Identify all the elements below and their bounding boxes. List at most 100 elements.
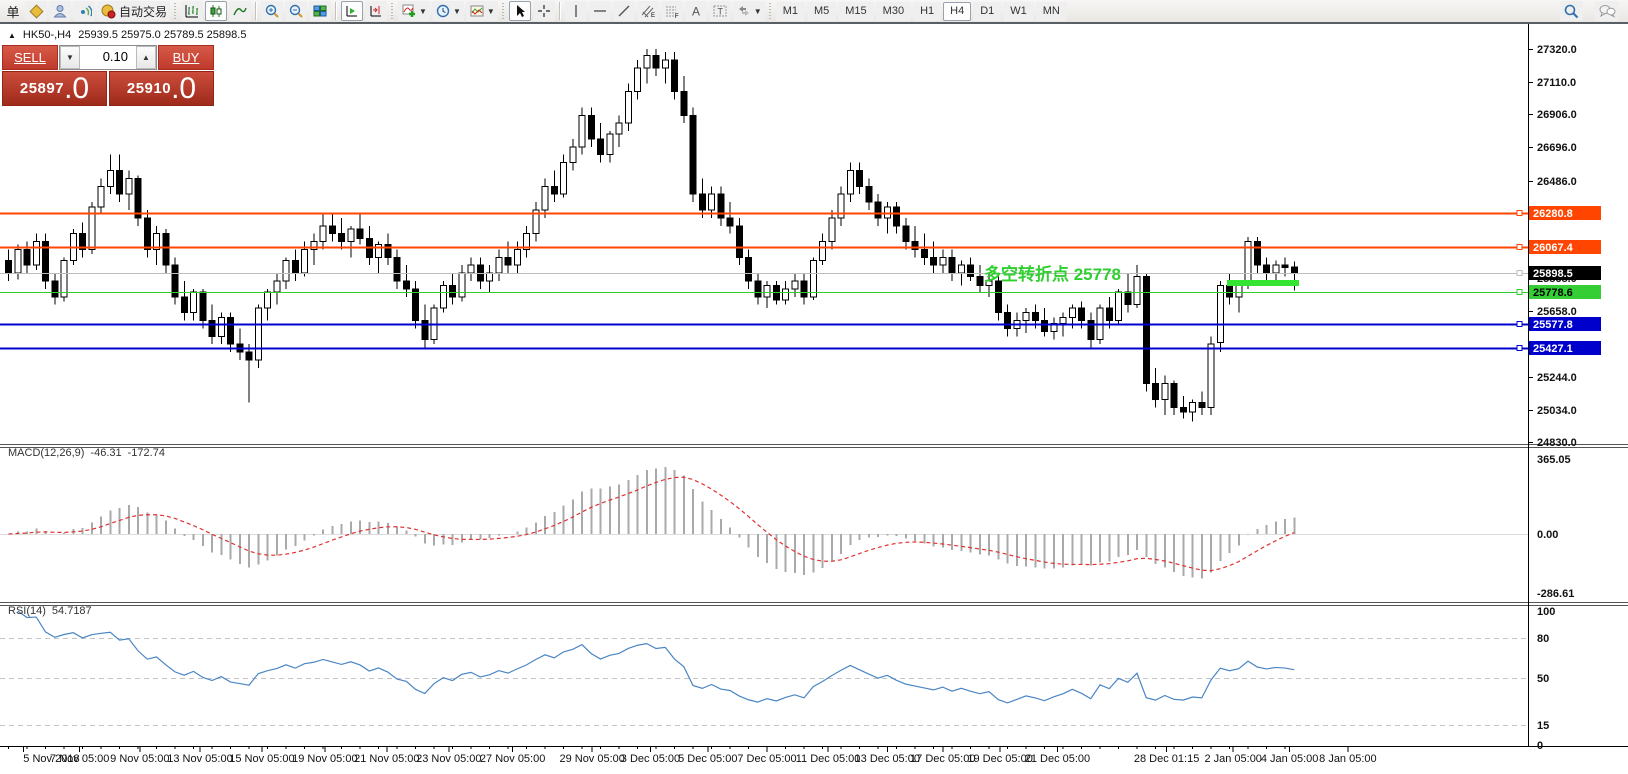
sell-price-display[interactable]: 25897 .0 (2, 71, 107, 106)
fibonacci-tool[interactable]: F (660, 1, 683, 21)
timeframe-m5[interactable]: M5 (806, 1, 837, 21)
hline-handle[interactable] (1516, 289, 1523, 295)
svg-text:0: 0 (1537, 740, 1543, 752)
text-label-tool[interactable]: T (708, 1, 731, 21)
tile-windows-button[interactable] (309, 1, 332, 21)
timeframe-m1[interactable]: M1 (775, 1, 805, 21)
volume-input[interactable]: 0.10 (102, 49, 128, 64)
svg-text:13 Nov 05:00: 13 Nov 05:00 (167, 753, 232, 765)
equidistant-channel-tool[interactable]: E (636, 1, 659, 21)
svg-text:5 Dec 05:00: 5 Dec 05:00 (678, 753, 737, 765)
market-watch-icon[interactable] (25, 1, 47, 21)
pivot-annotation-text: 多空转折点 25778 (984, 265, 1121, 284)
signals-icon[interactable] (73, 1, 95, 21)
zoom-out-button[interactable] (285, 1, 308, 21)
svg-text:15 Nov 05:00: 15 Nov 05:00 (229, 753, 294, 765)
trendline-tool[interactable] (612, 1, 635, 21)
arrows-tool[interactable]: ▼ (732, 1, 765, 21)
hline-handle[interactable] (1516, 345, 1523, 351)
toolbar-grip (390, 3, 396, 19)
horizontal-line-tool[interactable] (588, 1, 611, 21)
svg-text:17 Dec 05:00: 17 Dec 05:00 (910, 753, 975, 765)
person-chart-icon (53, 5, 67, 18)
svg-text:25778.6: 25778.6 (1533, 287, 1573, 299)
cursor-tool-button[interactable] (508, 1, 531, 21)
zoom-in-icon (265, 4, 279, 18)
data-window-icon[interactable] (49, 1, 71, 21)
new-order-button[interactable]: 单 (3, 1, 23, 21)
search-button[interactable] (1560, 1, 1583, 21)
line-chart-mode-button[interactable] (229, 1, 252, 21)
svg-text:2 Jan 05:00: 2 Jan 05:00 (1204, 753, 1262, 765)
svg-text:80: 80 (1537, 633, 1549, 645)
hline-handle[interactable] (1516, 270, 1523, 276)
template-button[interactable]: ▼ (465, 1, 498, 21)
add-indicator-icon (402, 4, 416, 17)
svg-text:28 Dec 01:15: 28 Dec 01:15 (1134, 753, 1199, 765)
chart-header: ▲ HK50-,H4 25939.5 25975.0 25789.5 25898… (8, 29, 246, 41)
trendline-icon (618, 5, 630, 17)
chart-ohlc-values: 25939.5 25975.0 25789.5 25898.5 (78, 29, 247, 41)
toolbar-separator (255, 2, 258, 20)
timeframe-w1[interactable]: W1 (1003, 1, 1034, 21)
chart-shift-button[interactable] (365, 1, 388, 21)
buy-price-main: 25910 (126, 80, 172, 97)
auto-scroll-icon (346, 6, 358, 17)
timeframe-d1[interactable]: D1 (973, 1, 1002, 21)
auto-trading-button[interactable]: 自动交易 (97, 1, 171, 21)
rsi-value: 54.7187 (51, 605, 92, 617)
bar-chart-mode-button[interactable] (181, 1, 204, 21)
timeframe-m15[interactable]: M15 (838, 1, 874, 21)
timeframe-h1[interactable]: H1 (913, 1, 942, 21)
svg-text:3 Dec 05:00: 3 Dec 05:00 (621, 753, 680, 765)
auto-scroll-button[interactable] (341, 1, 364, 21)
volume-down-button[interactable]: ▼ (60, 46, 80, 69)
search-icon (1564, 4, 1579, 18)
text-tool[interactable]: A (684, 1, 707, 21)
vertical-line-tool[interactable] (564, 1, 587, 21)
chart-shift-icon (370, 6, 382, 17)
volume-up-button[interactable]: ▲ (136, 46, 156, 69)
svg-text:25427.1: 25427.1 (1533, 343, 1573, 355)
timeframe-m30[interactable]: M30 (875, 1, 912, 21)
candlestick-mode-button[interactable] (205, 1, 228, 21)
macd-main-value: -46.31 (90, 447, 122, 459)
toolbar-grip (173, 3, 179, 19)
dropdown-caret-icon: ▼ (486, 6, 495, 16)
svg-text:19 Dec 05:00: 19 Dec 05:00 (967, 753, 1032, 765)
community-chat-button[interactable] (1595, 1, 1619, 21)
toolbar-separator (558, 2, 561, 20)
add-indicator-button[interactable]: ▼ (398, 1, 430, 21)
chart-window[interactable]: 27320.027110.026906.026696.026486.025868… (0, 24, 1628, 774)
svg-text:26696.0: 26696.0 (1537, 142, 1577, 154)
collapse-icon[interactable]: ▲ (8, 30, 16, 40)
svg-text:365.05: 365.05 (1537, 454, 1571, 466)
svg-text:F: F (675, 14, 679, 19)
hline-handle[interactable] (1516, 244, 1523, 250)
sell-button[interactable]: SELL (2, 45, 58, 70)
hline-handle[interactable] (1516, 321, 1523, 327)
dropdown-caret-icon: ▼ (452, 6, 461, 16)
hline-handle[interactable] (1516, 210, 1523, 216)
toolbar-separator (335, 2, 338, 20)
buy-price-display[interactable]: 25910 .0 (109, 71, 214, 106)
svg-text:26067.4: 26067.4 (1533, 242, 1574, 254)
svg-text:8 Jan 05:00: 8 Jan 05:00 (1319, 753, 1377, 765)
svg-text:4 Jan 05:00: 4 Jan 05:00 (1261, 753, 1319, 765)
svg-text:5 Nov 2018: 5 Nov 2018 (23, 753, 79, 765)
chart-symbol-period: HK50-,H4 (22, 29, 72, 41)
chat-bubbles-icon (1599, 5, 1616, 18)
timeframe-toolbar: M1 M5 M15 M30 H1 H4 D1 W1 MN (775, 1, 1068, 21)
svg-text:27320.0: 27320.0 (1537, 44, 1577, 56)
tile-windows-icon (313, 5, 327, 17)
svg-text:19 Nov 05:00: 19 Nov 05:00 (292, 753, 357, 765)
timeframe-h4[interactable]: H4 (943, 1, 972, 21)
pivot-trend-segment[interactable] (1227, 280, 1299, 286)
periods-button[interactable]: ▼ (431, 1, 464, 21)
crosshair-tool-button[interactable] (532, 1, 555, 21)
buy-button[interactable]: BUY (158, 45, 214, 70)
timeframe-mn[interactable]: MN (1035, 1, 1067, 21)
zoom-in-button[interactable] (261, 1, 284, 21)
crosshair-icon (537, 5, 550, 17)
chart-canvas[interactable]: 27320.027110.026906.026696.026486.025868… (0, 24, 1628, 774)
